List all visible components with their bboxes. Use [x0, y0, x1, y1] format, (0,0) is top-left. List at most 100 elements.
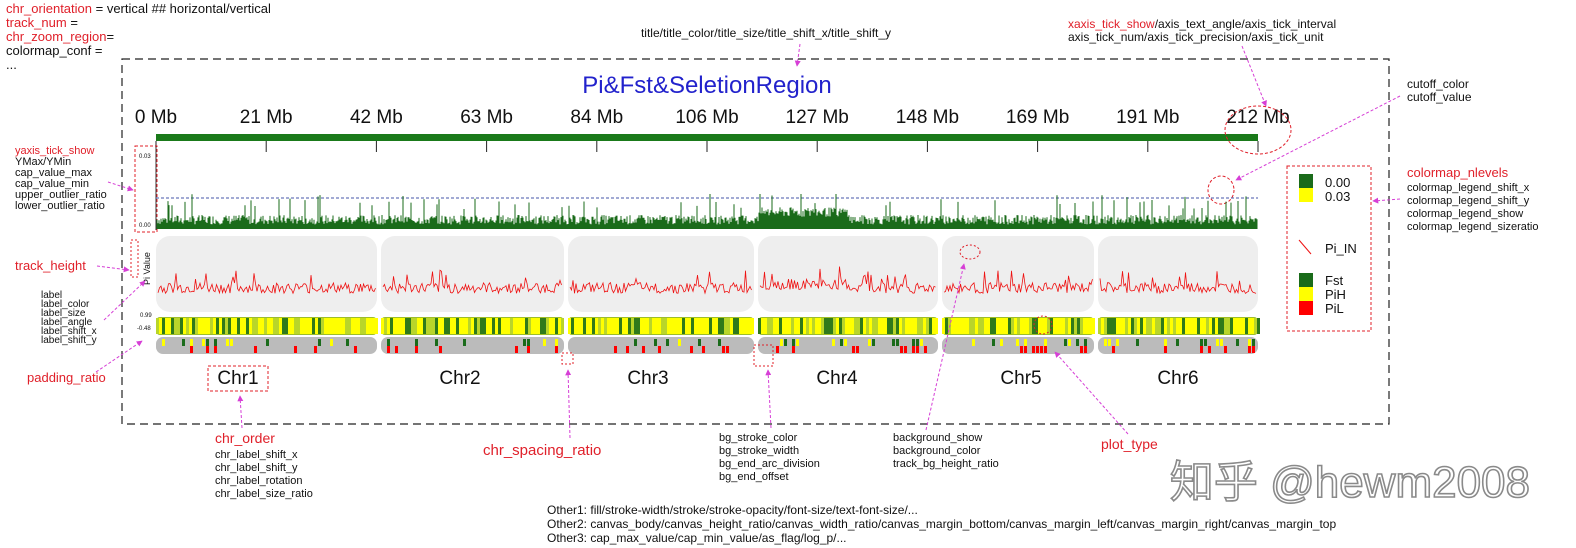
heat-cell	[429, 318, 432, 334]
chr-label-param-3: chr_label_rotation	[215, 475, 302, 487]
heat-cell	[932, 318, 935, 334]
heat-cell	[1098, 318, 1101, 334]
track-height-pointer	[96, 265, 130, 273]
heat-cell	[1110, 318, 1113, 334]
heat-cell	[613, 318, 616, 334]
selection-fst	[718, 339, 721, 346]
heat-cell	[926, 318, 929, 334]
colormap-param-3: colormap_legend_show	[1407, 208, 1523, 220]
heat-cell	[246, 318, 249, 334]
selection-fst	[1204, 339, 1207, 346]
heat-cell	[531, 318, 534, 334]
heat-cell	[528, 318, 531, 334]
selection-fst	[992, 339, 995, 346]
selection-pil	[776, 346, 779, 353]
heat-cell	[643, 318, 646, 334]
heat-cell	[809, 318, 812, 334]
legend-label-fst: Fst	[1325, 273, 1343, 288]
heat-cell	[183, 318, 186, 334]
heat-cell	[601, 318, 604, 334]
heat-cell	[616, 318, 619, 334]
heat-cell	[1059, 318, 1062, 334]
heat-cell	[709, 318, 712, 334]
heat-cell	[1215, 318, 1218, 334]
heat-cell	[1248, 318, 1251, 334]
heat-cell	[851, 318, 854, 334]
heat-cell	[842, 318, 845, 334]
bg-params-pointer	[765, 369, 772, 429]
colormap-nlevels-label: colormap_nlevels	[1407, 165, 1509, 180]
heat-cell	[1233, 318, 1236, 334]
selection-pil	[190, 346, 193, 353]
heat-cell	[954, 318, 957, 334]
heat-cell	[1002, 318, 1005, 334]
heat-cell	[990, 318, 993, 334]
heat-cell	[592, 318, 595, 334]
heat-cell	[171, 318, 174, 334]
heat-cell	[504, 318, 507, 334]
heat-cell	[911, 318, 914, 334]
heat-cell	[794, 318, 797, 334]
heat-cell	[1230, 318, 1233, 334]
pi-track-bg	[381, 236, 564, 312]
heat-cell	[1239, 318, 1242, 334]
xaxis-pointer	[1241, 45, 1267, 107]
heat-cell	[951, 318, 954, 334]
heat-cell	[249, 318, 252, 334]
heat-cell	[555, 318, 558, 334]
heat-cell	[715, 318, 718, 334]
heat-cell	[192, 318, 195, 334]
selection-pil	[924, 346, 927, 353]
heat-cell	[438, 318, 441, 334]
heat-cell	[628, 318, 631, 334]
heat-cell	[366, 318, 369, 334]
heat-cell	[785, 318, 788, 334]
heat-cell	[309, 318, 312, 334]
bg-param-3: bg_end_arc_division	[719, 458, 820, 470]
selection-pil	[690, 346, 693, 353]
padding-ratio-label: padding_ratio	[27, 370, 106, 385]
heat-cell	[1164, 318, 1167, 334]
heat-cell	[700, 318, 703, 334]
heat-cell	[402, 318, 405, 334]
bg-param-2: bg_stroke_width	[719, 445, 799, 457]
heat-cell	[1206, 318, 1209, 334]
cutoff-highlight-circle	[1207, 175, 1235, 205]
axis-tick-label: 212 Mb	[1226, 107, 1289, 128]
yaxis-highlight-box	[134, 145, 158, 233]
heat-cell	[186, 318, 189, 334]
label-param-3: label_size	[41, 308, 86, 319]
bg-param-1: bg_stroke_color	[719, 432, 798, 444]
axis-tick-label: 191 Mb	[1116, 107, 1179, 128]
chromosome-labels: Chr1 Chr2 Chr3 Chr4 Chr5 Chr6	[217, 368, 1198, 389]
axis-tick-label: 169 Mb	[1006, 107, 1069, 128]
heat-cell	[198, 318, 201, 334]
background-param-2: background_color	[893, 445, 981, 457]
heat-cell	[204, 318, 207, 334]
heat-cell	[1071, 318, 1074, 334]
chr-spacing-ratio-label: chr_spacing_ratio	[483, 442, 601, 459]
selection-pil	[555, 346, 558, 353]
heat-cell	[1188, 318, 1191, 334]
selection-fst	[1076, 339, 1079, 346]
heat-cell	[420, 318, 423, 334]
config-colormap: colormap_conf =	[6, 43, 102, 58]
heat-cell	[945, 318, 948, 334]
selection-pil	[912, 346, 915, 353]
selection-pih	[202, 339, 205, 346]
selection-pil	[354, 346, 357, 353]
heat-cell	[724, 318, 727, 334]
heat-cell	[770, 318, 773, 334]
config-zoom-region: chr_zoom_region=	[6, 29, 114, 44]
heat-cell	[354, 318, 357, 334]
heat-cell	[978, 318, 981, 334]
selection-pil	[395, 346, 398, 353]
selection-pih	[844, 339, 847, 346]
pi-track-bg	[156, 236, 377, 312]
track-height-box	[130, 239, 139, 278]
label-param-2: label_color	[41, 299, 90, 310]
selection-pil	[294, 346, 297, 353]
selection-fst	[1200, 339, 1203, 346]
legend-swatch-pil	[1299, 301, 1313, 315]
selection-pil	[1164, 346, 1167, 353]
